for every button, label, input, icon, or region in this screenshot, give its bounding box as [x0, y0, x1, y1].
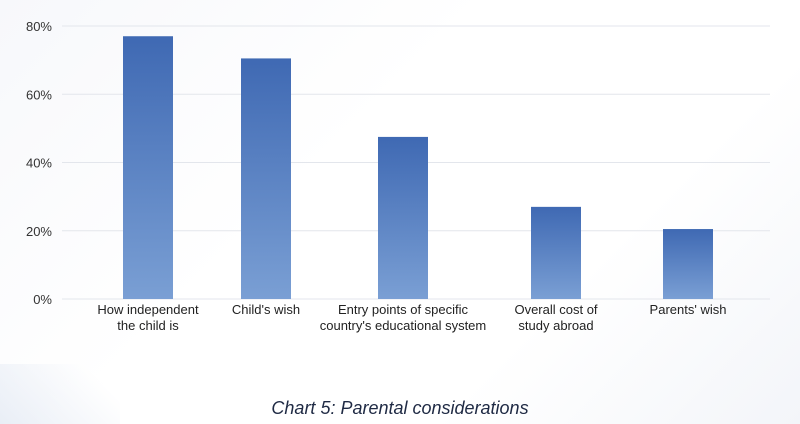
- chart-caption: Chart 5: Parental considerations: [271, 398, 529, 418]
- bar: [663, 229, 713, 299]
- x-category-label: Child's wish: [232, 302, 300, 317]
- bar: [378, 136, 428, 299]
- y-tick-label: 80%: [26, 19, 52, 34]
- x-category-label: Overall cost of study abroad: [514, 302, 597, 333]
- bar-chart: 0% 20% 40% 60% 80% How independent the child …: [26, 19, 770, 333]
- background-decoration: [0, 364, 120, 424]
- y-tick-label: 0%: [33, 292, 52, 307]
- bars: [123, 36, 713, 300]
- y-tick-label: 20%: [26, 224, 52, 239]
- x-category-label: How independent the child is: [97, 302, 199, 333]
- x-category-label: Entry points of specific country's educat…: [320, 302, 487, 333]
- y-tick-label: 40%: [26, 156, 52, 171]
- x-category-label: Parents' wish: [650, 302, 727, 317]
- y-tick-label: 60%: [26, 87, 52, 102]
- bar: [123, 36, 173, 300]
- x-axis-labels: How independent the child is Child's wish E…: [97, 302, 726, 333]
- bar: [241, 58, 291, 300]
- y-axis-ticks: 0% 20% 40% 60% 80%: [26, 19, 52, 307]
- bar: [531, 206, 581, 299]
